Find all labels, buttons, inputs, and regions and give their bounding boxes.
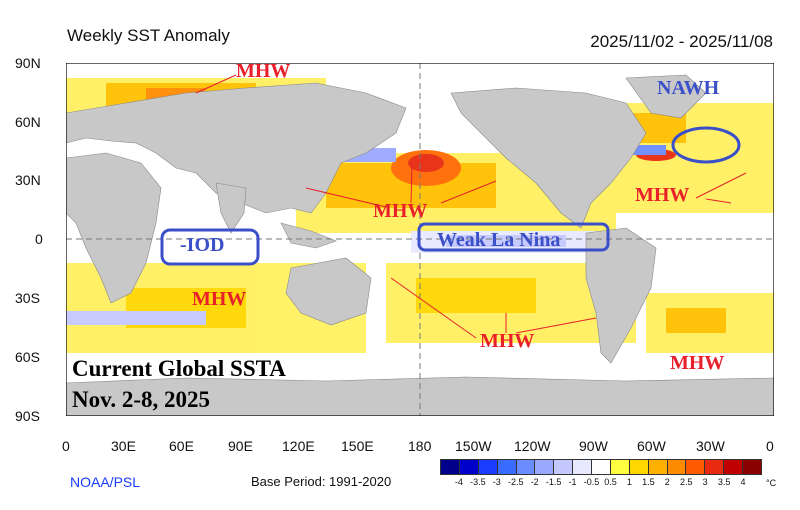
colorbar-segment	[553, 460, 573, 474]
colorbar-segment	[534, 460, 554, 474]
colorbar-segment	[572, 460, 591, 474]
annotation-mhw-north-pacific: MHW	[373, 200, 428, 222]
colorbar-tick-label: 0.5	[604, 477, 617, 487]
lat-label-60n: 60N	[15, 114, 41, 130]
colorbar-segment	[704, 460, 724, 474]
colorbar-tick-label: -1	[568, 477, 577, 487]
date-range: 2025/11/02 - 2025/11/08	[590, 32, 773, 51]
colorbar-segment	[441, 460, 459, 474]
lon-label-150w: 150W	[455, 438, 492, 454]
colorbar-segment	[477, 460, 497, 474]
colorbar	[440, 459, 762, 475]
annotation-mhw-south-atlantic: MHW	[670, 352, 725, 374]
overlay-line-1: Current Global SSTA	[72, 356, 286, 381]
sst-anomaly-map	[66, 63, 774, 416]
colorbar-unit: °C	[766, 478, 777, 488]
base-period-label: Base Period: 1991-2020	[251, 474, 392, 489]
colorbar-segment	[666, 460, 686, 474]
colorbar-tick-label: -2	[530, 477, 539, 487]
colorbar-tick-label: 2.5	[679, 477, 693, 487]
colorbar-segment	[685, 460, 705, 474]
lon-label-60e: 60E	[169, 438, 194, 454]
colorbar-tick-label: -0.5	[583, 477, 600, 487]
nawh-ellipse	[671, 126, 741, 164]
colorbar-tick-label: 3.5	[717, 477, 731, 487]
lat-label-90s: 90S	[15, 408, 40, 424]
annotation-leaders	[195, 74, 747, 339]
colorbar-labels: -4 -3.5 -3 -2.5 -2 -1.5 -1 -0.5 0.5 1 1.5 2 2.5 3 3.5 4	[440, 477, 762, 489]
colorbar-tick-label: 3	[702, 477, 708, 487]
map-title: Weekly SST Anomaly	[67, 26, 230, 45]
lat-label-90n: 90N	[15, 55, 41, 71]
annotation-mhw-south-pacific: MHW	[480, 330, 535, 352]
colorbar-tick-label: 2	[664, 477, 670, 487]
colorbar-tick-label: -1.5	[545, 477, 562, 487]
lon-label-0-east: 0	[766, 438, 774, 454]
lon-label-30w: 30W	[696, 438, 725, 454]
colorbar-segment	[723, 460, 742, 474]
colorbar-segment	[628, 460, 648, 474]
annotation-la-nina: Weak La Nina	[437, 229, 561, 251]
colorbar-segment	[496, 460, 516, 474]
colorbar-tick-label: -2.5	[507, 477, 524, 487]
overlay-line-2: Nov. 2-8, 2025	[72, 387, 210, 412]
colorbar-tick-label: -3.5	[470, 477, 486, 487]
colorbar-tick-label: 4	[740, 477, 746, 487]
lon-label-120e: 120E	[282, 438, 315, 454]
lon-label-90e: 90E	[228, 438, 253, 454]
colorbar-segment	[458, 460, 478, 474]
colorbar-segment	[515, 460, 535, 474]
colorbar-segment	[609, 460, 629, 474]
land-masses	[66, 74, 774, 416]
annotation-mhw-arctic: MHW	[236, 60, 291, 82]
lat-label-30n: 30N	[15, 172, 41, 188]
lon-label-180: 180	[408, 438, 432, 454]
lon-label-60w: 60W	[637, 438, 666, 454]
colorbar-segment	[591, 460, 610, 474]
iod-box	[160, 228, 260, 266]
colorbar-tick-label: 1.5	[642, 477, 655, 487]
annotation-mhw-north-atlantic: MHW	[635, 184, 690, 206]
lat-label-0: 0	[35, 231, 43, 247]
lat-label-60s: 60S	[15, 349, 40, 365]
lon-label-90w: 90W	[579, 438, 608, 454]
colorbar-tick-label: 1	[626, 477, 632, 487]
source-label: NOAA/PSL	[70, 474, 141, 490]
colorbar-tick-label: -4	[454, 477, 463, 487]
lon-label-0: 0	[62, 438, 70, 454]
colorbar-tick-label: -3	[492, 477, 501, 487]
la-nina-box	[417, 222, 610, 252]
lon-label-150e: 150E	[341, 438, 374, 454]
colorbar-segment	[647, 460, 667, 474]
lon-label-30e: 30E	[111, 438, 136, 454]
annotation-mhw-south-indian: MHW	[192, 288, 247, 310]
lon-label-120w: 120W	[514, 438, 551, 454]
colorbar-segment	[742, 460, 761, 474]
annotation-iod: -IOD	[180, 234, 225, 256]
annotation-nawh: NAWH	[657, 77, 720, 99]
lat-label-30s: 30S	[15, 290, 40, 306]
